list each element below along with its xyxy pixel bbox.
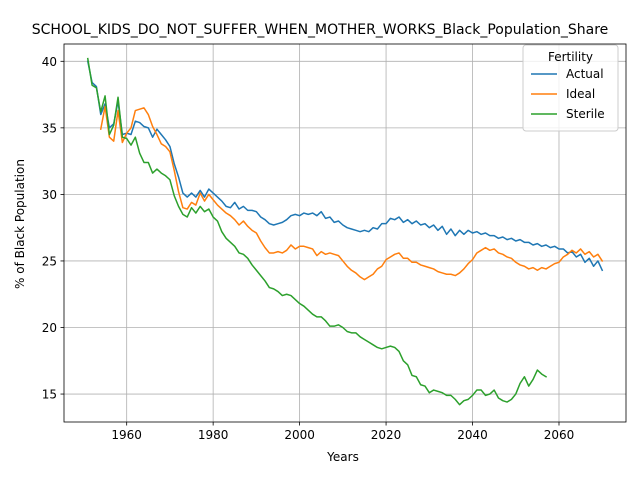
series-line-sterile [86,57,548,406]
x-axis-label: Years [326,450,359,464]
legend-box [522,44,619,132]
y-axis-label: % of Black Population [13,159,27,289]
x-tick-label: 1960 [111,428,142,442]
legend: Fertility Actual Ideal Sterile [522,44,619,132]
y-tick-label: 20 [42,321,57,335]
plot-frame [63,43,627,423]
chart-title: SCHOOL_KIDS_DO_NOT_SUFFER_WHEN_MOTHER_WO… [32,22,609,38]
x-tick-label: 1980 [198,428,229,442]
y-tick-label: 15 [42,388,57,402]
series-line-ideal [99,105,604,281]
series-line-actual [86,60,604,272]
y-tick-label: 35 [42,121,57,135]
x-tick-label: 2040 [457,428,488,442]
axes: 1960 1980 2000 2020 2040 2060 15 20 25 30 35 40 [42,43,627,442]
x-tick-label: 2020 [371,428,402,442]
y-tick-label: 25 [42,254,57,268]
legend-label-sterile: Sterile [566,107,605,121]
y-tick-label: 30 [42,188,57,202]
x-tick-label: 2000 [284,428,315,442]
legend-label-ideal: Ideal [566,87,595,101]
series-lines [86,57,604,406]
y-tick-label: 40 [42,55,57,69]
legend-title: Fertility [548,50,593,64]
x-tick-label: 2060 [544,428,575,442]
legend-label-actual: Actual [566,67,604,81]
